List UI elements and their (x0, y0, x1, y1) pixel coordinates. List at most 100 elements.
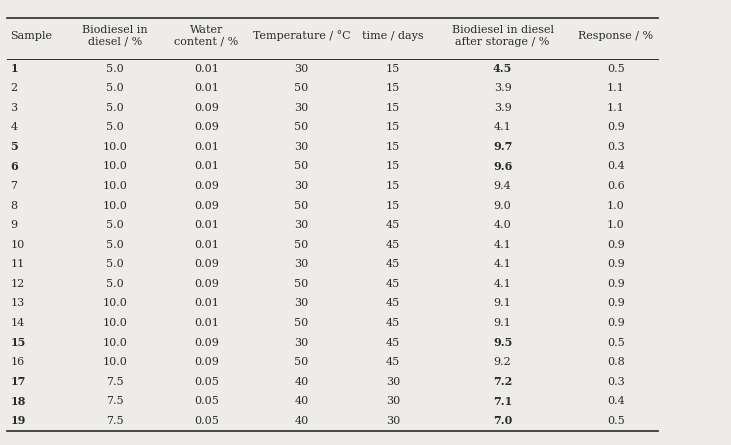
Text: 50: 50 (295, 162, 308, 171)
Text: 3.9: 3.9 (493, 103, 512, 113)
Text: 9.2: 9.2 (493, 357, 512, 367)
Text: 0.3: 0.3 (607, 377, 625, 387)
Text: 0.01: 0.01 (194, 64, 219, 73)
Text: 15: 15 (386, 83, 400, 93)
Text: 15: 15 (386, 201, 400, 210)
Text: 5.0: 5.0 (106, 240, 124, 250)
Text: 9: 9 (10, 220, 18, 230)
Text: 50: 50 (295, 83, 308, 93)
Text: 0.01: 0.01 (194, 318, 219, 328)
Text: 10.0: 10.0 (102, 201, 128, 210)
Text: 50: 50 (295, 240, 308, 250)
Text: 0.09: 0.09 (194, 357, 219, 367)
Text: 30: 30 (295, 259, 308, 269)
Text: 0.09: 0.09 (194, 103, 219, 113)
Text: 10.0: 10.0 (102, 181, 128, 191)
Text: 7: 7 (10, 181, 18, 191)
Text: 5.0: 5.0 (106, 259, 124, 269)
Text: 12: 12 (10, 279, 24, 289)
Text: 7.1: 7.1 (493, 396, 512, 407)
Text: 45: 45 (386, 240, 400, 250)
Text: 15: 15 (386, 64, 400, 73)
Text: 40: 40 (295, 396, 308, 406)
Text: 45: 45 (386, 279, 400, 289)
Text: 0.9: 0.9 (607, 240, 625, 250)
Text: 0.01: 0.01 (194, 142, 219, 152)
Text: 50: 50 (295, 279, 308, 289)
Text: 6: 6 (10, 161, 18, 172)
Text: 8: 8 (10, 201, 18, 210)
Text: 15: 15 (386, 142, 400, 152)
Text: 13: 13 (10, 299, 24, 308)
Text: 7.5: 7.5 (106, 396, 124, 406)
Text: 30: 30 (386, 416, 400, 426)
Text: 19: 19 (10, 416, 26, 426)
Text: 45: 45 (386, 259, 400, 269)
Text: 7.2: 7.2 (493, 376, 512, 387)
Text: 15: 15 (386, 103, 400, 113)
Text: 30: 30 (295, 103, 308, 113)
Text: 50: 50 (295, 357, 308, 367)
Text: 2: 2 (10, 83, 18, 93)
Text: 5.0: 5.0 (106, 83, 124, 93)
Text: Water
content / %: Water content / % (175, 25, 238, 47)
Text: 0.01: 0.01 (194, 220, 219, 230)
Text: 4.5: 4.5 (493, 63, 512, 74)
Text: 0.09: 0.09 (194, 181, 219, 191)
Text: 0.5: 0.5 (607, 64, 625, 73)
Text: 0.9: 0.9 (607, 318, 625, 328)
Text: 45: 45 (386, 220, 400, 230)
Text: 10.0: 10.0 (102, 338, 128, 348)
Text: Biodiesel in
diesel / %: Biodiesel in diesel / % (83, 25, 148, 47)
Text: 0.05: 0.05 (194, 396, 219, 406)
Text: time / days: time / days (362, 31, 424, 41)
Text: 50: 50 (295, 318, 308, 328)
Text: 16: 16 (10, 357, 24, 367)
Text: 15: 15 (386, 162, 400, 171)
Text: 45: 45 (386, 318, 400, 328)
Text: 1.1: 1.1 (607, 103, 625, 113)
Text: 50: 50 (295, 122, 308, 132)
Text: 9.0: 9.0 (493, 201, 512, 210)
Text: 14: 14 (10, 318, 24, 328)
Text: 0.4: 0.4 (607, 162, 625, 171)
Text: 9.1: 9.1 (493, 299, 512, 308)
Text: 0.05: 0.05 (194, 377, 219, 387)
Text: 9.7: 9.7 (493, 142, 512, 152)
Text: 0.05: 0.05 (194, 416, 219, 426)
Text: 9.6: 9.6 (493, 161, 512, 172)
Text: 9.1: 9.1 (493, 318, 512, 328)
Text: 10.0: 10.0 (102, 142, 128, 152)
Text: 10.0: 10.0 (102, 299, 128, 308)
Text: 0.09: 0.09 (194, 259, 219, 269)
Text: 40: 40 (295, 416, 308, 426)
Text: 30: 30 (295, 299, 308, 308)
Text: 30: 30 (386, 396, 400, 406)
Text: 5.0: 5.0 (106, 103, 124, 113)
Text: 45: 45 (386, 299, 400, 308)
Text: 30: 30 (295, 220, 308, 230)
Text: 0.09: 0.09 (194, 201, 219, 210)
Text: 17: 17 (10, 376, 26, 387)
Text: 30: 30 (295, 142, 308, 152)
Text: 4.0: 4.0 (493, 220, 512, 230)
Text: 11: 11 (10, 259, 24, 269)
Text: 7.5: 7.5 (106, 377, 124, 387)
Text: 5: 5 (10, 142, 18, 152)
Text: 15: 15 (10, 337, 26, 348)
Text: 45: 45 (386, 338, 400, 348)
Text: 3.9: 3.9 (493, 83, 512, 93)
Text: 0.09: 0.09 (194, 279, 219, 289)
Text: 4: 4 (10, 122, 18, 132)
Text: 4.1: 4.1 (493, 240, 512, 250)
Text: 0.09: 0.09 (194, 338, 219, 348)
Text: 5.0: 5.0 (106, 279, 124, 289)
Text: Temperature / °C: Temperature / °C (253, 31, 350, 41)
Text: 30: 30 (295, 338, 308, 348)
Text: 45: 45 (386, 357, 400, 367)
Text: 0.01: 0.01 (194, 299, 219, 308)
Text: 4.1: 4.1 (493, 259, 512, 269)
Text: 0.5: 0.5 (607, 338, 625, 348)
Text: 0.9: 0.9 (607, 299, 625, 308)
Text: Response / %: Response / % (578, 31, 654, 41)
